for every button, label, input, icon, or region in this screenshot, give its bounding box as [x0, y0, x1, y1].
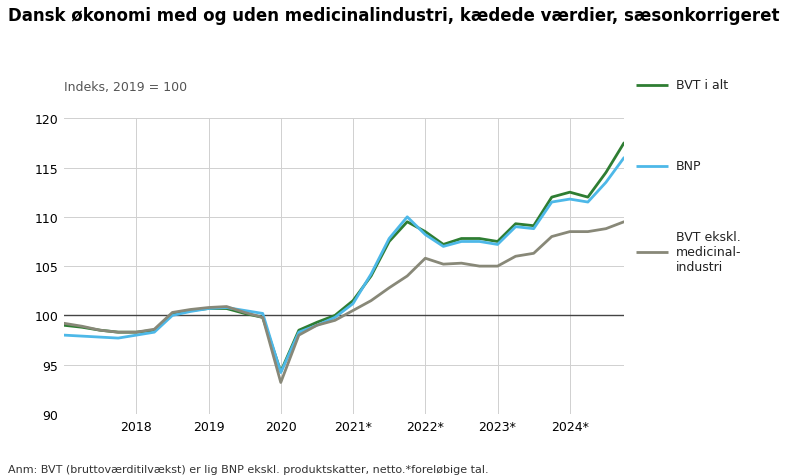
- Text: Indeks, 2019 = 100: Indeks, 2019 = 100: [64, 81, 187, 94]
- Text: BVT i alt: BVT i alt: [676, 79, 728, 92]
- Text: BVT ekskl.
medicinal-
industri: BVT ekskl. medicinal- industri: [676, 231, 742, 274]
- Text: BNP: BNP: [676, 160, 702, 173]
- Text: Anm: BVT (bruttoværditilvækst) er lig BNP ekskl. produktskatter, netto.*foreløbi: Anm: BVT (bruttoværditilvækst) er lig BN…: [8, 464, 489, 474]
- Text: Dansk økonomi med og uden medicinalindustri, kædede værdier, sæsonkorrigeret: Dansk økonomi med og uden medicinalindus…: [8, 7, 779, 25]
